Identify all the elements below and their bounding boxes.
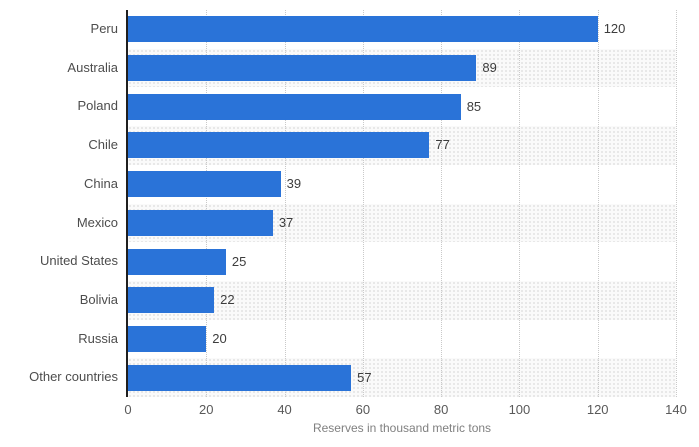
- value-label: 39: [286, 176, 302, 192]
- value-label: 37: [278, 214, 294, 230]
- category-label: China: [84, 175, 118, 191]
- gridline: [441, 10, 443, 397]
- x-tick-label: 140: [665, 402, 687, 417]
- gridline: [597, 10, 599, 397]
- bar: [128, 132, 430, 159]
- bar: [128, 209, 273, 236]
- gridline: [676, 10, 677, 397]
- value-label: 20: [212, 330, 227, 346]
- bar: [128, 93, 461, 120]
- gridline: [362, 10, 364, 397]
- x-tick-label: 60: [355, 402, 371, 417]
- x-axis-title: Reserves in thousand metric tons: [312, 421, 492, 435]
- x-tick-label: 0: [124, 402, 132, 417]
- category-label: Mexico: [76, 214, 118, 230]
- bar: [128, 16, 598, 43]
- bar: [128, 287, 215, 314]
- category-label: Other countries: [29, 369, 118, 385]
- bar: [128, 248, 226, 275]
- value-label: 22: [220, 292, 235, 308]
- bar: [128, 325, 207, 352]
- value-label: 120: [603, 21, 626, 37]
- value-label: 85: [466, 98, 482, 114]
- x-tick-label: 20: [199, 402, 214, 417]
- category-label: Poland: [77, 98, 118, 114]
- category-label: Chile: [88, 137, 118, 153]
- category-label: United States: [39, 253, 118, 269]
- x-tick-label: 100: [508, 402, 531, 417]
- x-tick-label: 120: [586, 402, 609, 417]
- bar: [128, 171, 281, 198]
- value-label: 57: [357, 369, 372, 385]
- row-stripe: [128, 280, 676, 320]
- bar: [128, 364, 352, 391]
- x-tick-label: 80: [433, 402, 449, 417]
- category-label: Russia: [78, 330, 118, 346]
- bar: [128, 55, 477, 82]
- value-label: 25: [231, 253, 247, 269]
- category-label: Australia: [67, 59, 118, 75]
- gridline: [206, 10, 208, 397]
- gridline: [519, 10, 521, 397]
- category-label: Bolivia: [79, 291, 118, 307]
- value-label: 77: [435, 137, 450, 153]
- category-label: Peru: [90, 21, 118, 36]
- gridline: [284, 10, 286, 397]
- y-axis-line: [126, 10, 128, 397]
- x-tick-label: 40: [277, 402, 292, 417]
- value-label: 89: [482, 60, 497, 76]
